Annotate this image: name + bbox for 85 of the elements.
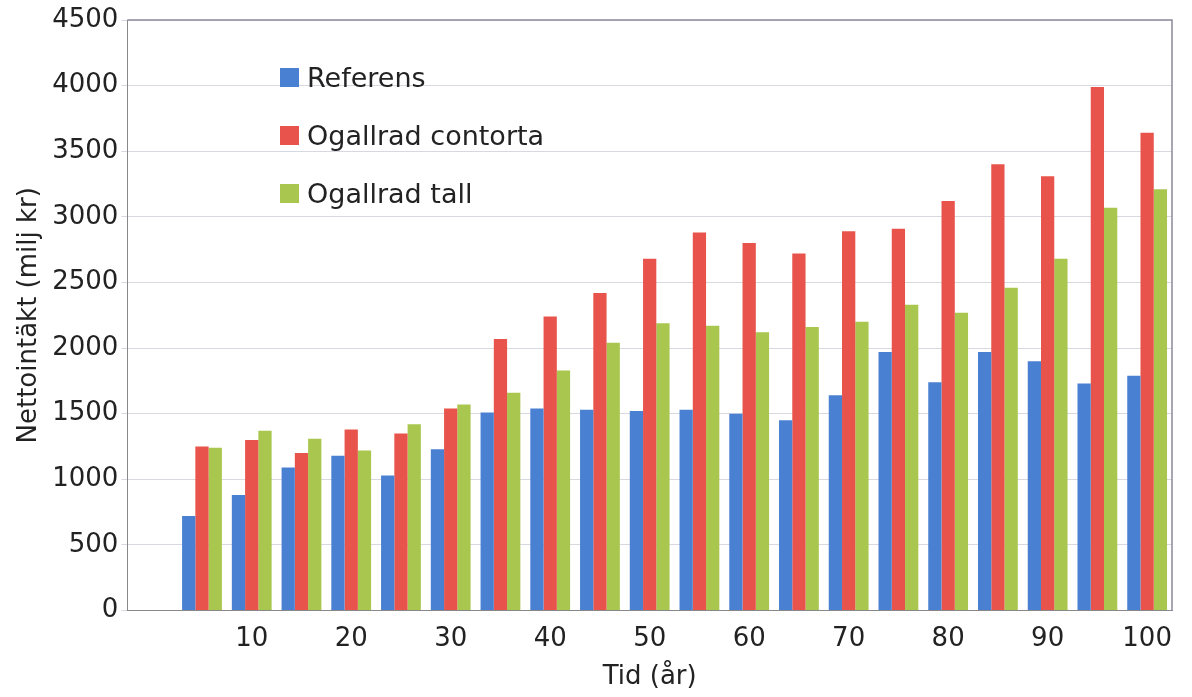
bar — [556, 370, 571, 611]
x-tick-label: 70 — [832, 621, 866, 652]
y-tick-label: 500 — [68, 527, 119, 558]
y-tick-label: 1000 — [52, 462, 119, 493]
bar — [331, 455, 345, 611]
bar — [941, 201, 955, 611]
bar — [878, 352, 892, 611]
y-tick-label: 1500 — [52, 396, 119, 427]
bar — [258, 430, 272, 611]
bar — [308, 438, 322, 611]
bar — [430, 449, 445, 611]
x-tick-label: 50 — [633, 621, 667, 652]
bar — [706, 325, 720, 611]
legend-label: Referens — [307, 61, 426, 93]
bar — [978, 352, 992, 611]
y-tick-label: 4500 — [52, 2, 119, 33]
bar — [1090, 86, 1105, 611]
bar — [182, 516, 196, 611]
bar — [1077, 383, 1091, 611]
y-tick-label: 2500 — [52, 265, 119, 296]
bar — [1027, 361, 1042, 611]
bar — [729, 413, 743, 611]
bar — [755, 332, 770, 611]
bar — [606, 342, 620, 611]
bar — [195, 446, 209, 611]
bar — [779, 420, 793, 611]
legend-label: Ogallrad tall — [307, 177, 473, 209]
bar — [407, 424, 421, 611]
bar — [792, 253, 806, 611]
bar — [357, 450, 372, 611]
bar — [1054, 258, 1068, 611]
x-tick-label: 10 — [235, 621, 269, 652]
x-tick-label: 30 — [434, 621, 468, 652]
bar — [294, 453, 309, 611]
x-tick-label: 90 — [1031, 621, 1065, 652]
bar — [805, 327, 819, 611]
x-tick-label: 20 — [334, 621, 368, 652]
bar — [692, 232, 707, 611]
legend-label: Ogallrad contorta — [307, 119, 545, 151]
bar — [905, 304, 919, 611]
bar — [493, 338, 508, 611]
bar — [457, 404, 471, 611]
bar — [394, 433, 408, 611]
bar — [543, 316, 557, 611]
y-tick-label: 2000 — [52, 330, 119, 361]
bar — [679, 409, 693, 611]
bar — [231, 495, 246, 611]
bar — [1153, 189, 1168, 611]
bar — [742, 243, 756, 611]
bar — [444, 408, 458, 611]
bar — [828, 395, 843, 611]
bar — [1004, 287, 1018, 611]
x-tick-label: 60 — [732, 621, 766, 652]
bar — [643, 258, 657, 611]
bar — [281, 467, 295, 611]
bar — [245, 439, 259, 611]
x-tick-label: 80 — [931, 621, 965, 652]
bar — [855, 321, 869, 611]
bar — [208, 447, 222, 611]
bar — [1140, 132, 1154, 611]
bar — [891, 228, 906, 611]
bar — [344, 429, 358, 611]
y-axis-title: Nettointäkt (milj kr) — [12, 187, 43, 444]
bar — [656, 323, 670, 611]
bar — [954, 312, 969, 611]
bar — [1041, 176, 1055, 611]
x-tick-label: 40 — [533, 621, 567, 652]
y-tick-label: 3000 — [52, 199, 119, 230]
bar — [530, 408, 544, 611]
bar — [991, 164, 1005, 611]
bar — [1104, 207, 1118, 611]
bar — [629, 411, 644, 611]
bar — [580, 409, 594, 611]
y-tick-label: 3500 — [52, 133, 119, 164]
bar — [1127, 375, 1141, 611]
y-tick-label: 4000 — [52, 68, 119, 99]
bar — [928, 382, 942, 611]
x-tick-label: 100 — [1122, 621, 1172, 652]
x-axis-title: Tid (år) — [601, 660, 697, 691]
bar — [507, 392, 521, 611]
bar — [381, 475, 395, 611]
y-tick-label: 0 — [101, 593, 119, 624]
bar — [593, 292, 607, 611]
bar — [842, 231, 856, 611]
bar — [480, 412, 494, 611]
